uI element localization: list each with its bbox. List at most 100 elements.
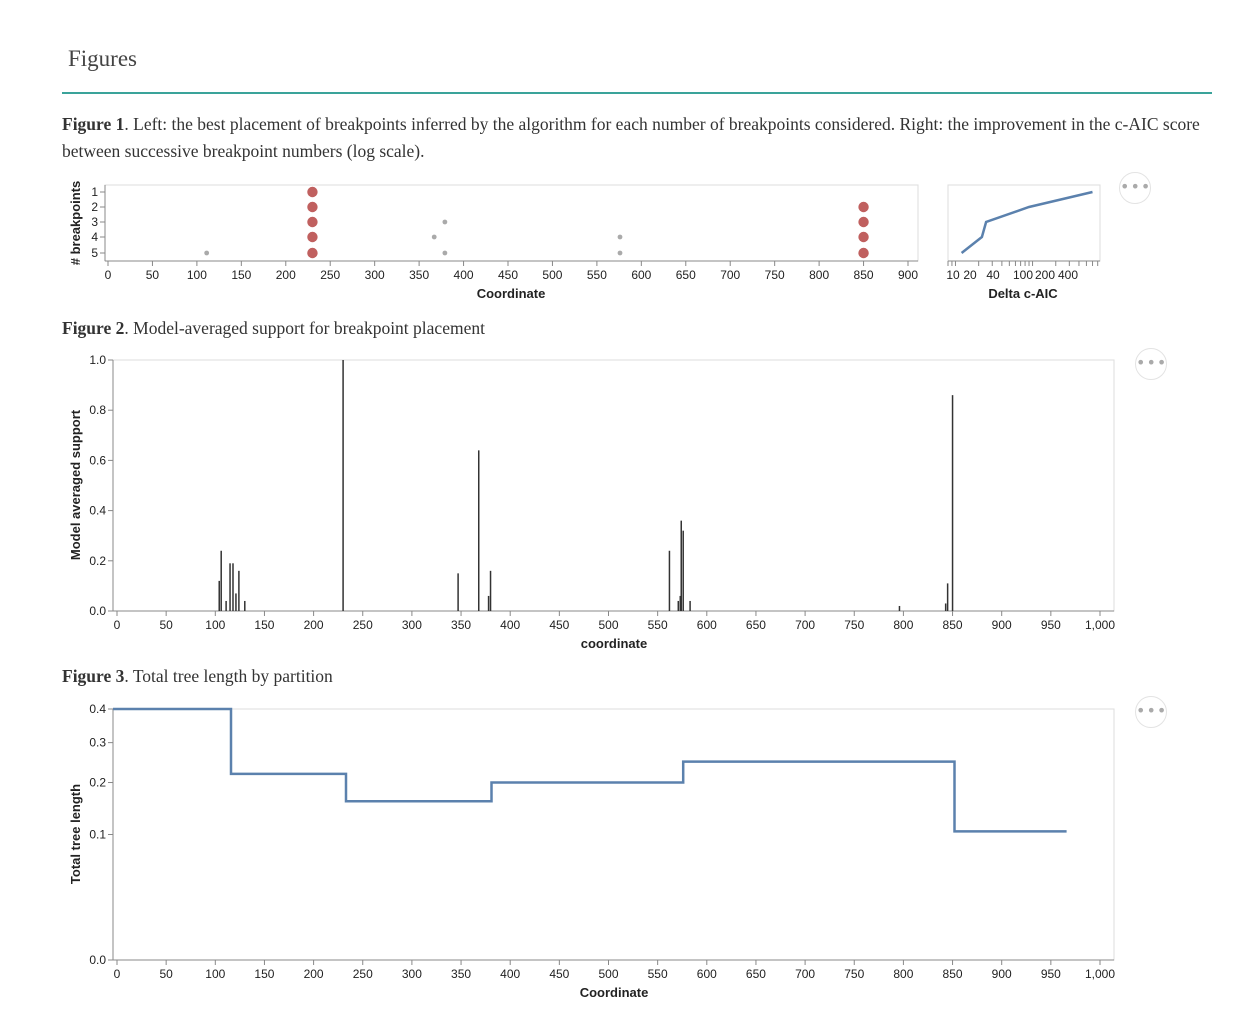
support-bar xyxy=(244,600,246,611)
tree-length-y-tick-label: 0.4 xyxy=(89,702,106,716)
figure-3-text: . Total tree length by partition xyxy=(124,666,333,686)
tree-length-x-tick-label: 50 xyxy=(159,967,173,981)
tree-length-x-tick-label: 100 xyxy=(205,967,225,981)
tree-length-x-tick-label: 750 xyxy=(844,967,864,981)
support-bar xyxy=(342,360,344,611)
support-y-tick-label: 0.4 xyxy=(89,504,106,518)
support-bar xyxy=(232,563,234,611)
support-plot-frame xyxy=(112,359,1115,612)
support-bar xyxy=(680,520,682,611)
figure-1-actions-menu-button[interactable]: ••• xyxy=(1119,172,1151,204)
support-y-axis-title: Model averaged support xyxy=(68,409,83,560)
support-y-tick-label: 0.2 xyxy=(89,554,106,568)
tree-length-x-tick-label: 950 xyxy=(1041,967,1061,981)
support-x-tick-label: 650 xyxy=(746,618,766,632)
figure-3-actions-menu-button[interactable]: ••• xyxy=(1135,696,1167,728)
breakpoints-x-tick-label: 650 xyxy=(676,268,696,282)
breakpoint-point xyxy=(307,231,318,243)
tree-length-x-tick-label: 900 xyxy=(992,967,1012,981)
breakpoint-point xyxy=(307,201,318,213)
tree-length-x-tick-label: 600 xyxy=(697,967,717,981)
support-bar xyxy=(668,550,671,611)
breakpoints-x-tick-label: 300 xyxy=(365,268,385,282)
tree-length-x-tick-label: 200 xyxy=(304,967,324,981)
support-bar xyxy=(682,530,684,611)
support-bar xyxy=(898,605,901,611)
figure-2-actions-menu-button[interactable]: ••• xyxy=(1135,348,1167,380)
section-title: Figures xyxy=(68,46,137,71)
tree-length-step-line xyxy=(113,707,1067,833)
breakpoint-point xyxy=(307,247,318,259)
support-x-tick-label: 850 xyxy=(943,618,963,632)
tree-length-y-tick-label: 0.2 xyxy=(89,776,106,790)
support-x-tick-label: 350 xyxy=(451,618,471,632)
tree-length-x-tick-label: 0 xyxy=(114,967,121,981)
support-x-tick-label: 400 xyxy=(500,618,520,632)
tree-length-x-tick-label: 800 xyxy=(893,967,913,981)
breakpoint-point xyxy=(858,247,869,259)
support-bar xyxy=(951,395,954,611)
support-x-tick-label: 0 xyxy=(114,618,121,632)
breakpoints-x-tick-label: 400 xyxy=(454,268,474,282)
support-bar xyxy=(487,595,490,611)
tree-length-x-tick-label: 400 xyxy=(500,967,520,981)
breakpoints-x-tick-label: 200 xyxy=(276,268,296,282)
tree-length-x-tick-label: 550 xyxy=(648,967,668,981)
breakpoints-x-axis-title: Coordinate xyxy=(477,286,546,301)
support-bar xyxy=(238,570,240,611)
breakpoint-point xyxy=(204,250,210,256)
support-bar xyxy=(477,450,480,611)
tree-length-y-tick-label: 0.0 xyxy=(89,953,106,967)
support-bar xyxy=(225,600,227,611)
breakpoints-x-tick-label: 450 xyxy=(498,268,518,282)
support-y-tick-label: 0.6 xyxy=(89,453,106,467)
breakpoint-point xyxy=(858,231,869,243)
breakpoint-point xyxy=(617,234,623,240)
breakpoints-x-tick-label: 550 xyxy=(587,268,607,282)
tree-length-x-tick-label: 450 xyxy=(549,967,569,981)
breakpoints-x-tick-label: 50 xyxy=(146,268,160,282)
delta-caic-x-tick-label: 200 xyxy=(1035,268,1055,282)
delta-caic-line xyxy=(960,190,1093,254)
title-divider xyxy=(62,92,1212,94)
breakpoints-x-tick-label: 0 xyxy=(105,268,112,282)
breakpoints-plot-frame xyxy=(104,184,919,262)
breakpoint-point xyxy=(858,201,869,213)
support-y-tick-label: 0.0 xyxy=(89,604,106,618)
support-x-tick-label: 900 xyxy=(992,618,1012,632)
tree-length-x-tick-label: 350 xyxy=(451,967,471,981)
delta-caic-x-tick-label: 20 xyxy=(963,268,977,282)
support-bar xyxy=(689,600,691,611)
support-y-tick-label: 0.8 xyxy=(89,403,106,417)
delta-caic-x-axis-title: Delta c-AIC xyxy=(988,286,1058,301)
tree-length-x-tick-label: 250 xyxy=(353,967,373,981)
tree-length-x-tick-label: 1,000 xyxy=(1085,967,1115,981)
support-y-tick-label: 1.0 xyxy=(89,353,106,367)
support-bar xyxy=(944,603,947,611)
breakpoints-y-axis-title: # breakpoints xyxy=(68,181,83,266)
delta-caic-x-tick-label: 400 xyxy=(1058,268,1078,282)
support-x-tick-label: 250 xyxy=(353,618,373,632)
tree-length-y-axis-title: Total tree length xyxy=(68,784,83,884)
figure-3-caption: Figure 3. Total tree length by partition xyxy=(62,663,333,690)
support-x-tick-label: 200 xyxy=(304,618,324,632)
tree-length-x-tick-label: 650 xyxy=(746,967,766,981)
support-bar xyxy=(457,573,459,611)
tree-length-x-tick-label: 500 xyxy=(598,967,618,981)
support-x-tick-label: 800 xyxy=(893,618,913,632)
breakpoints-y-tick-label: 2 xyxy=(91,200,98,214)
tree-length-x-tick-label: 700 xyxy=(795,967,815,981)
support-x-axis-title: coordinate xyxy=(581,636,647,651)
breakpoint-point xyxy=(442,219,448,225)
breakpoint-point xyxy=(307,216,318,228)
breakpoints-x-tick-label: 850 xyxy=(854,268,874,282)
breakpoints-x-tick-label: 500 xyxy=(542,268,562,282)
breakpoints-x-tick-label: 250 xyxy=(320,268,340,282)
breakpoint-point xyxy=(307,186,318,198)
support-x-tick-label: 600 xyxy=(697,618,717,632)
breakpoints-x-tick-label: 350 xyxy=(409,268,429,282)
figure-2-label: Figure 2 xyxy=(62,318,125,338)
support-x-tick-label: 150 xyxy=(254,618,274,632)
tree-length-y-tick-label: 0.3 xyxy=(89,736,106,750)
breakpoint-point xyxy=(617,250,623,256)
